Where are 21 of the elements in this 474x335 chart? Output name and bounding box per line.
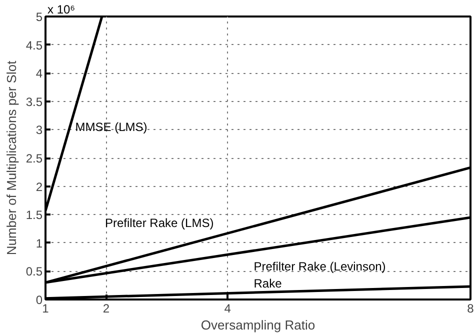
y-tick-label: 1.5 <box>26 208 43 222</box>
series-label: Prefilter Rake (LMS) <box>105 216 214 230</box>
text: x 10⁶ <box>48 2 76 16</box>
y-tick-label: 1 <box>36 236 43 250</box>
y-tick-label: 0.5 <box>26 264 43 279</box>
y-tick-label: 2 <box>36 180 43 194</box>
series-label: Prefilter Rake (Levinson) <box>254 260 386 274</box>
legend-label: MMSE (LMS) <box>75 120 148 134</box>
y-tick-label: 3 <box>36 123 43 138</box>
y-tick-label: 4 <box>36 66 43 81</box>
x-tick-label: 4 <box>224 302 232 316</box>
y-tick-label: 3.5 <box>26 94 43 109</box>
x-axis-title: Oversampling Ratio <box>200 318 316 332</box>
y-axis-title: Number of Multiplications per Slot <box>4 60 19 256</box>
y-tick-label: 4.5 <box>26 38 43 52</box>
x-tick-label: 8 <box>467 302 474 316</box>
series-label: Rake <box>254 276 282 291</box>
y-tick-label: 5 <box>36 10 43 24</box>
y-tick-label: 0 <box>36 293 43 307</box>
x-tick-label: 2 <box>102 302 110 316</box>
y-tick-label: 2.5 <box>26 152 43 166</box>
